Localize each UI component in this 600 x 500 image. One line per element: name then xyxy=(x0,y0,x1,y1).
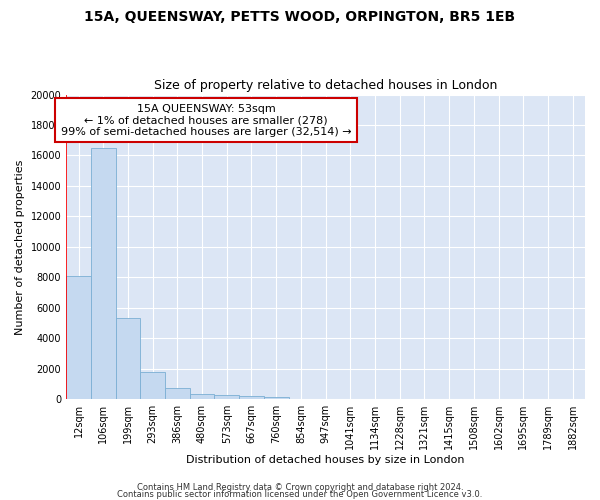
Bar xyxy=(239,396,264,399)
Text: Contains HM Land Registry data © Crown copyright and database right 2024.: Contains HM Land Registry data © Crown c… xyxy=(137,484,463,492)
Y-axis label: Number of detached properties: Number of detached properties xyxy=(15,159,25,334)
Bar xyxy=(140,372,165,399)
Bar xyxy=(165,388,190,399)
Title: Size of property relative to detached houses in London: Size of property relative to detached ho… xyxy=(154,79,497,92)
Text: 15A, QUEENSWAY, PETTS WOOD, ORPINGTON, BR5 1EB: 15A, QUEENSWAY, PETTS WOOD, ORPINGTON, B… xyxy=(85,10,515,24)
Bar xyxy=(264,397,289,399)
Bar xyxy=(214,396,239,399)
Bar xyxy=(116,318,140,399)
Text: 15A QUEENSWAY: 53sqm
← 1% of detached houses are smaller (278)
99% of semi-detac: 15A QUEENSWAY: 53sqm ← 1% of detached ho… xyxy=(61,104,352,137)
Text: Contains public sector information licensed under the Open Government Licence v3: Contains public sector information licen… xyxy=(118,490,482,499)
Bar xyxy=(190,394,214,399)
Bar xyxy=(66,276,91,399)
X-axis label: Distribution of detached houses by size in London: Distribution of detached houses by size … xyxy=(187,455,465,465)
Bar xyxy=(91,148,116,399)
